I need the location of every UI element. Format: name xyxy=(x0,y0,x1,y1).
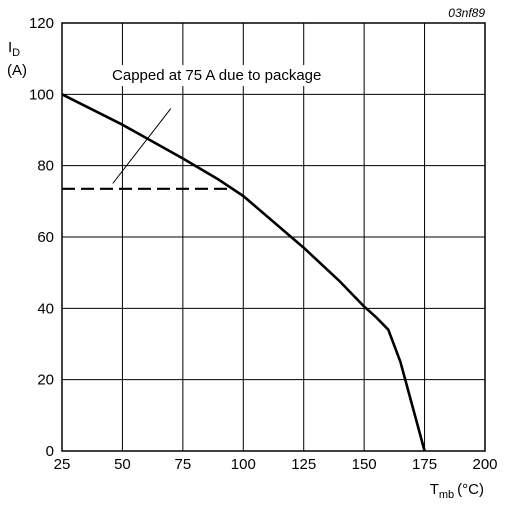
annotation-pointer xyxy=(112,108,172,184)
x-axis-label-sub: mb xyxy=(439,489,454,501)
y-tick-label: 20 xyxy=(37,372,54,389)
x-tick-label: 100 xyxy=(231,456,256,473)
y-axis-label-main: I xyxy=(8,39,12,56)
grid-lines xyxy=(62,23,485,451)
y-tick-label: 60 xyxy=(37,229,54,246)
x-tick-label: 125 xyxy=(291,456,316,473)
y-tick-label: 40 xyxy=(37,300,54,317)
x-tick-label: 150 xyxy=(352,456,377,473)
figure-id: 03nf89 xyxy=(448,6,485,20)
y-tick-label: 80 xyxy=(37,158,54,175)
annotation-group: Capped at 75 A due to package xyxy=(107,65,327,184)
y-tick-label: 0 xyxy=(46,443,54,460)
x-tick-label: 25 xyxy=(54,456,71,473)
plot-frame xyxy=(61,22,486,452)
x-tick-label: 50 xyxy=(114,456,131,473)
x-tick-label: 175 xyxy=(412,456,437,473)
annotation-label: Capped at 75 A due to package xyxy=(112,67,321,84)
y-axis-label-sub: D xyxy=(12,47,20,59)
tick-labels: 25 50 75 100 125 150 175 200 0 20 40 60 80 100 120 xyxy=(29,15,498,473)
series-group xyxy=(61,93,426,452)
x-tick-label: 200 xyxy=(472,456,497,473)
y-axis-label: ID (A) xyxy=(7,39,27,79)
x-axis-label-unit: (°C) xyxy=(457,481,484,498)
x-tick-label: 75 xyxy=(175,456,192,473)
x-axis-label-main: T xyxy=(430,481,439,498)
y-tick-label: 120 xyxy=(29,15,54,32)
annotation-background xyxy=(107,65,327,87)
y-axis-label-unit: (A) xyxy=(7,62,27,79)
y-axis-label-symbol: ID xyxy=(8,39,20,59)
derating-curve xyxy=(61,93,426,452)
x-axis-label: Tmb (°C) xyxy=(430,481,484,501)
y-tick-label: 100 xyxy=(29,86,54,103)
